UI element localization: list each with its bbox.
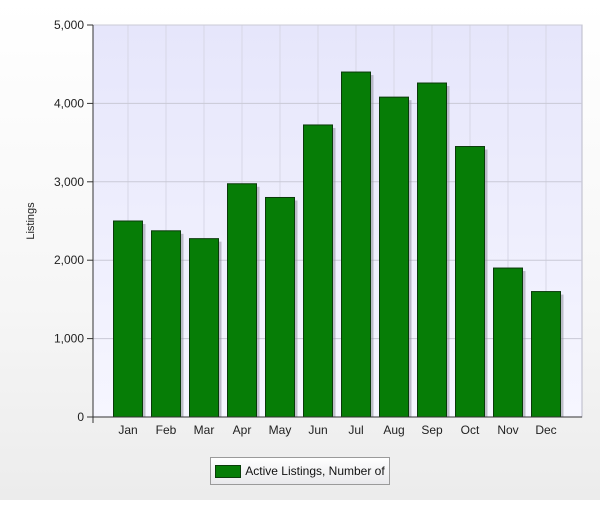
x-tick-labels: Jan Feb Mar Apr May Jun Jul Aug Sep Oct Nov Dec: [118, 423, 556, 437]
x-tick-label: Sep: [421, 423, 443, 437]
legend: Active Listings, Number of: [210, 457, 390, 485]
y-tick-labels: 0 1,000 2,000 3,000 4,000 5,000: [54, 18, 84, 424]
bar: [417, 82, 447, 418]
x-tick-label: Jan: [118, 423, 137, 437]
bar: [341, 71, 371, 418]
bar: [379, 96, 409, 418]
legend-label: Active Listings, Number of: [245, 464, 385, 478]
bar: [189, 238, 219, 418]
bar: [151, 230, 181, 418]
bar: [227, 183, 257, 418]
y-tick-label: 1,000: [54, 332, 84, 346]
y-tick-label: 2,000: [54, 253, 84, 267]
axes: [87, 24, 582, 423]
bars: [113, 71, 564, 418]
y-axis-label: Listings: [25, 202, 37, 240]
x-tick-label: Dec: [535, 423, 556, 437]
bar: [303, 124, 333, 418]
x-tick-label: Oct: [461, 423, 480, 437]
x-tick-label: Jul: [348, 423, 363, 437]
y-tick-label: 5,000: [54, 18, 84, 32]
bar: [493, 267, 523, 418]
x-tick-label: Mar: [194, 423, 215, 437]
x-tick-label: Apr: [233, 423, 252, 437]
y-tick-label: 3,000: [54, 175, 84, 189]
y-tick-label: 4,000: [54, 96, 84, 110]
x-tick-label: Jun: [308, 423, 327, 437]
legend-swatch: [215, 464, 242, 478]
x-tick-label: May: [269, 423, 292, 437]
bar: [455, 146, 485, 418]
x-tick-label: Nov: [497, 423, 518, 437]
x-tick-label: Aug: [383, 423, 404, 437]
x-tick-label: Feb: [156, 423, 177, 437]
y-tick-label: 0: [77, 410, 84, 424]
bar: [113, 220, 143, 418]
bar: [531, 291, 561, 418]
bar: [265, 196, 295, 418]
